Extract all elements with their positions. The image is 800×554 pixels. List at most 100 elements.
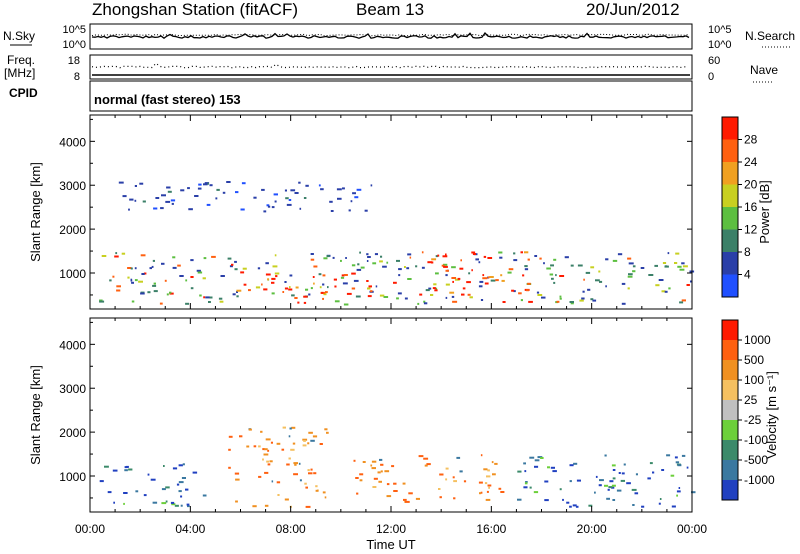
- velocity-scatter-cell: [178, 481, 184, 484]
- power-scatter-cell: [621, 302, 626, 305]
- power-scatter-cell: [263, 210, 267, 213]
- power-scatter-cell: [460, 259, 462, 262]
- velocity-scatter-cell: [641, 505, 645, 508]
- power-scatter-cell: [109, 279, 112, 282]
- power-scatter-cell: [261, 283, 263, 286]
- power-scatter-cell: [427, 261, 433, 264]
- power-scatter-cell: [661, 290, 666, 293]
- power-scatter-cell: [185, 279, 188, 282]
- velocity-colorbar-tick-label: -100: [744, 433, 768, 447]
- power-ytick-label: 4000: [59, 135, 86, 149]
- cpid-panel: [89, 80, 693, 112]
- power-scatter-cell: [272, 265, 278, 268]
- velocity-scatter-cell: [264, 471, 269, 474]
- power-scatter-cell: [196, 269, 201, 272]
- power-scatter-cell: [658, 279, 664, 281]
- freq-unit-label: [MHz]: [4, 66, 35, 80]
- power-scatter-cell: [471, 269, 473, 272]
- velocity-scatter-cell: [486, 490, 489, 493]
- time-tick-labels: 00:00 04:00 08:00 12:00 16:00 20:00 00:00: [75, 522, 707, 536]
- velocity-scatter-cell: [362, 461, 366, 463]
- velocity-scatter-cell: [445, 467, 449, 470]
- power-colorbar-tick-label: 20: [744, 178, 758, 192]
- time-tick-label: 00:00: [677, 522, 707, 536]
- velocity-scatter-cell: [293, 462, 298, 465]
- power-scatter-cell: [275, 275, 278, 278]
- velocity-scatter-cell: [384, 470, 390, 473]
- velocity-scatter-cell: [611, 484, 616, 487]
- power-scatter-cell: [681, 262, 685, 265]
- power-scatter-cell: [675, 252, 680, 255]
- power-scatter-cell: [153, 290, 158, 293]
- power-scatter-cell: [628, 262, 634, 265]
- velocity-scatter-cell: [494, 462, 498, 465]
- power-scatter-cell: [396, 259, 400, 262]
- velocity-axes: 1000 2000 3000 4000: [59, 318, 693, 512]
- power-scatter-cell: [368, 285, 372, 288]
- power-scatter-cell: [590, 266, 595, 269]
- velocity-scatter-cell: [326, 431, 329, 434]
- velocity-scatter-cell: [647, 477, 651, 480]
- velocity-scatter-cell: [480, 491, 483, 494]
- power-scatter-cell: [143, 272, 147, 275]
- velocity-ytick-label: 1000: [59, 470, 86, 484]
- velocity-colorbar-tick-label: -500: [744, 453, 768, 467]
- velocity-scatter-cell: [604, 484, 609, 487]
- velocity-scatter-cell: [324, 496, 327, 499]
- power-scatter-cell: [321, 291, 324, 294]
- power-scatter-cell: [500, 274, 503, 277]
- power-scatter-cell: [198, 183, 202, 186]
- velocity-scatter-cell: [635, 473, 638, 476]
- power-scatter-cell: [553, 281, 556, 284]
- power-scatter-cell: [207, 182, 209, 185]
- power-scatter-cell: [513, 259, 518, 262]
- power-scatter-cell: [690, 280, 692, 283]
- velocity-scatter-cell: [308, 431, 313, 434]
- power-scatter-cell: [478, 261, 481, 264]
- velocity-scatter-cell: [128, 468, 133, 471]
- power-scatter-cell: [284, 189, 287, 192]
- power-scatter-cell: [122, 195, 127, 198]
- power-scatter-cell: [129, 198, 134, 201]
- power-scatter-cell: [341, 274, 345, 277]
- power-scatter-cell: [345, 257, 347, 259]
- velocity-panel: 1000 2000 3000 4000 Slant Range [km]: [28, 317, 696, 513]
- nsky-tick-high: 10^5: [62, 24, 86, 36]
- power-scatter-cell: [323, 257, 328, 260]
- velocity-scatter-cell: [459, 470, 463, 473]
- velocity-scatter-cell: [234, 472, 240, 475]
- power-scatter-cell: [570, 302, 574, 305]
- velocity-scatter-cell: [621, 472, 625, 475]
- velocity-ytick-label: 3000: [59, 382, 86, 396]
- power-scatter-cell: [319, 286, 322, 289]
- power-scatter-cell: [423, 300, 426, 303]
- power-scatter-cell: [138, 280, 143, 283]
- velocity-scatter-cell: [252, 505, 257, 508]
- velocity-scatter-cell: [403, 498, 407, 501]
- power-scatter-cell: [294, 297, 298, 299]
- power-scatter-cell: [356, 268, 362, 271]
- velocity-scatter-cell: [113, 501, 115, 504]
- power-scatter-cell: [550, 264, 554, 267]
- velocity-colorbar-tick-label: -25: [744, 413, 762, 427]
- power-scatter-cell: [451, 266, 456, 269]
- power-scatter-cell: [342, 282, 348, 285]
- power-scatter-cell: [621, 282, 626, 285]
- power-scatter-cell: [167, 190, 172, 193]
- power-scatter-cell: [407, 278, 412, 280]
- power-scatter-cell: [537, 294, 543, 296]
- power-scatter-cell: [472, 253, 476, 255]
- power-scatter-cell: [116, 289, 121, 292]
- power-scatter-cell: [409, 256, 412, 259]
- power-colorbar: 4 8 12 16 20 24 28: [721, 116, 758, 298]
- velocity-scatter-cell: [491, 461, 494, 464]
- power-scatter-cell: [180, 189, 185, 192]
- power-scatter-cell: [524, 251, 529, 254]
- velocity-scatter-cell: [276, 442, 281, 445]
- power-scatter-cell: [340, 276, 345, 279]
- velocity-scatter-cell: [632, 504, 635, 506]
- power-scatter-cell: [169, 292, 174, 295]
- velocity-scatter-cell: [266, 460, 269, 463]
- velocity-scatter-cell: [612, 477, 616, 480]
- velocity-scatter-cell: [500, 491, 505, 493]
